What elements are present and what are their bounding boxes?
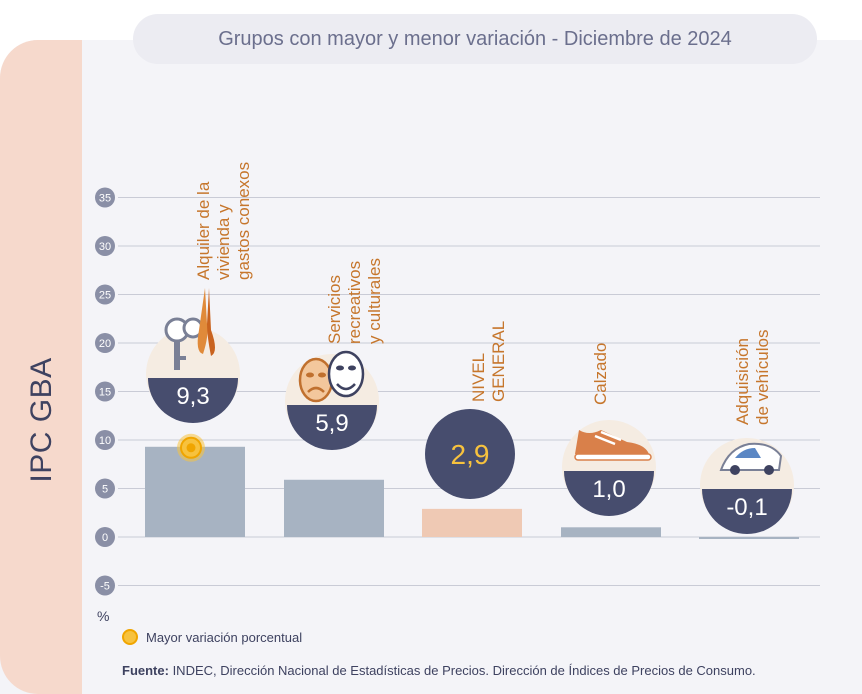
value-label: 1,0 [592,476,625,503]
value-badge-bowl [148,378,238,423]
mask-sad [298,357,334,403]
legend: Mayor variación porcentual [122,626,302,648]
mask-happy-eye [336,365,344,371]
value-label: 9,3 [176,383,209,410]
y-axis-unit: % [97,608,109,624]
mask-happy-mouth [336,383,356,391]
y-tick-badge [95,187,115,208]
y-tick-label: 35 [99,193,111,205]
category-label-line: recreativos [345,261,364,344]
source-note: Fuente: INDEC, Dirección Nacional de Est… [122,663,756,678]
y-tick-badge [95,478,115,499]
category-label: Serviciosrecreativosy culturales [325,258,384,344]
y-tick-badge [95,575,115,596]
y-tick-label: 15 [99,387,111,399]
pliers-left [197,288,208,354]
pliers-right [207,288,215,356]
value-badge-3: 2,9 [425,409,515,499]
bar-3 [422,508,522,537]
y-tick-badge [95,381,115,402]
mask-sad-eye [318,372,326,378]
bar-4 [561,527,661,537]
category-label: NIVELGENERAL [469,321,508,402]
shoe-stripes [594,430,622,446]
mask-happy-eye [348,365,356,371]
shoe-sole [574,453,652,461]
source-text: INDEC, Dirección Nacional de Estadística… [168,663,756,678]
car-wheel [730,465,740,475]
legend-marker-icon [122,629,138,645]
category-label-line: Calzado [591,343,610,405]
value-label: 2,9 [451,439,490,470]
y-tick-label: 30 [99,241,111,253]
y-tick-badge [95,527,115,547]
category-label-line: de vehículos [753,330,772,425]
value-label: -0,1 [726,494,767,521]
y-tick-badge [95,236,115,256]
bar-5 [699,537,799,539]
category-label-line: Servicios [325,275,344,344]
value-badge-bowl [564,471,654,516]
car-wheel [764,465,774,475]
y-tick-label: 0 [102,532,108,544]
category-label-line: gastos conexos [234,162,253,280]
category-label: Alquiler de lavivienda ygastos conexos [194,162,253,280]
key-tooth [180,356,186,360]
sneaker-icon [574,430,652,461]
value-label: 5,9 [315,410,348,437]
y-tick-label: 5 [102,484,108,496]
y-tick-badge [95,284,115,305]
y-tick-label: -5 [100,581,110,593]
category-label-line: y culturales [365,258,384,344]
car-icon [719,442,783,475]
value-badge-bowl [702,489,792,534]
category-label: Adquisiciónde vehículos [733,330,772,425]
legend-label: Mayor variación porcentual [146,629,303,645]
y-tick-label: 20 [99,338,111,350]
mask-sad-mouth [307,386,325,393]
highlight-marker-core [186,443,196,453]
theater-masks-icon [298,350,365,403]
car-window [735,448,761,458]
category-label-line: NIVEL [469,353,488,402]
y-tick-badge [95,333,115,353]
value-badge-circle [425,409,515,499]
y-tick-badge [95,430,115,450]
y-tick-label: 25 [99,290,111,302]
category-label: Calzado [591,343,610,405]
source-label: Fuente: [122,663,169,678]
keys-pliers-icon [164,288,215,370]
key-shaft [174,340,180,370]
bar-2 [284,479,384,537]
side-band: IPC GBA [0,40,82,694]
chart-title: Grupos con mayor y menor variación - Dic… [133,14,817,64]
mask-sad-eye [306,372,314,378]
y-tick-label: 10 [99,435,111,447]
value-badge-bowl [287,405,377,450]
category-label-line: Alquiler de la [194,181,213,280]
category-label-line: vivienda y [214,204,233,280]
category-label-line: Adquisición [733,338,752,425]
value-badge-1: 9,3 [146,327,240,423]
bar-1 [145,446,245,537]
category-label-line: GENERAL [489,321,508,402]
